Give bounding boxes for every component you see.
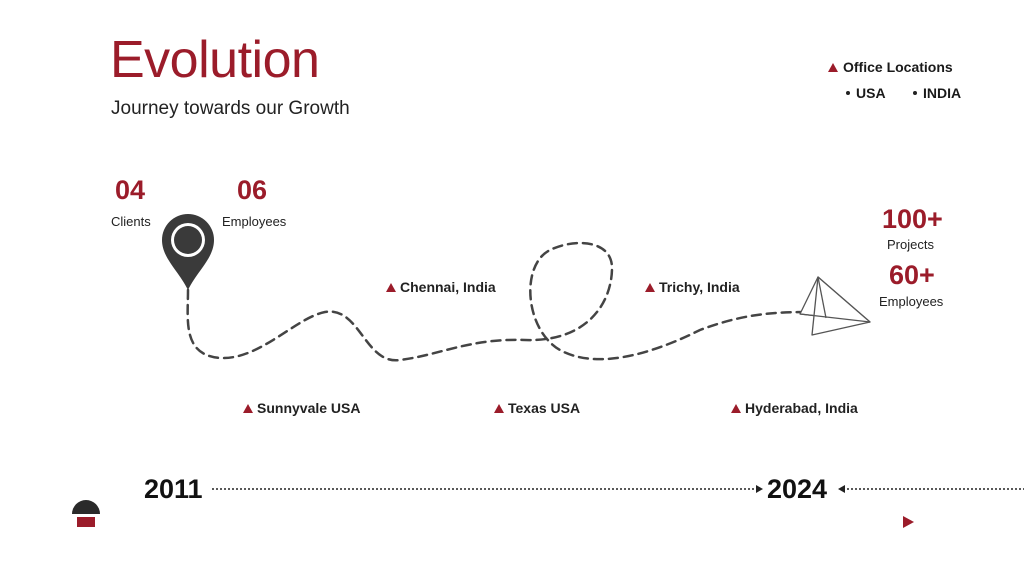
triangle-marker-icon <box>386 282 396 292</box>
location-label: Hyderabad, India <box>745 400 858 416</box>
legend-heading-label: Office Locations <box>843 59 953 75</box>
legend-item-label: USA <box>856 85 886 101</box>
location-label: Trichy, India <box>659 279 740 295</box>
bullet-icon <box>913 91 917 95</box>
map-pin-icon <box>161 213 214 290</box>
location-trichy: Trichy, India <box>645 279 740 295</box>
triangle-marker-icon <box>243 403 253 413</box>
stat-projects-value: 100+ <box>882 204 943 234</box>
legend-item-usa: USA <box>846 85 886 101</box>
timeline-end-year: 2024 <box>767 474 828 504</box>
location-label: Sunnyvale USA <box>257 400 361 416</box>
location-sunnyvale: Sunnyvale USA <box>243 400 360 416</box>
stat-clients-label: Clients <box>111 214 151 229</box>
page-title: Evolution <box>110 31 320 89</box>
location-label: Texas USA <box>508 400 581 416</box>
triangle-marker-icon <box>828 62 838 72</box>
logo-icon <box>72 500 100 527</box>
triangle-marker-icon <box>645 282 655 292</box>
stat-employees-end-label: Employees <box>879 294 944 309</box>
paper-plane-icon <box>799 276 871 336</box>
stat-clients-value: 04 <box>115 175 146 205</box>
timeline-start-year: 2011 <box>144 474 203 504</box>
bullet-icon <box>846 91 850 95</box>
legend-item-label: INDIA <box>923 85 962 101</box>
journey-path <box>186 241 807 362</box>
triangle-marker-icon <box>494 403 504 413</box>
stat-projects-label: Projects <box>887 237 934 252</box>
play-arrow-icon <box>903 516 914 528</box>
timeline-arrow-forward <box>212 485 763 493</box>
timeline-arrow-backward <box>838 485 1024 493</box>
legend-heading: Office Locations <box>828 59 953 75</box>
triangle-marker-icon <box>731 403 741 413</box>
stat-employees-start-label: Employees <box>222 214 287 229</box>
stat-employees-start-value: 06 <box>237 175 268 205</box>
legend-item-india: INDIA <box>913 85 961 101</box>
stat-employees-end-value: 60+ <box>889 260 935 290</box>
location-label: Chennai, India <box>400 279 496 295</box>
location-chennai: Chennai, India <box>386 279 496 295</box>
location-texas: Texas USA <box>494 400 580 416</box>
location-hyderabad: Hyderabad, India <box>731 400 858 416</box>
page-subtitle: Journey towards our Growth <box>111 98 350 119</box>
